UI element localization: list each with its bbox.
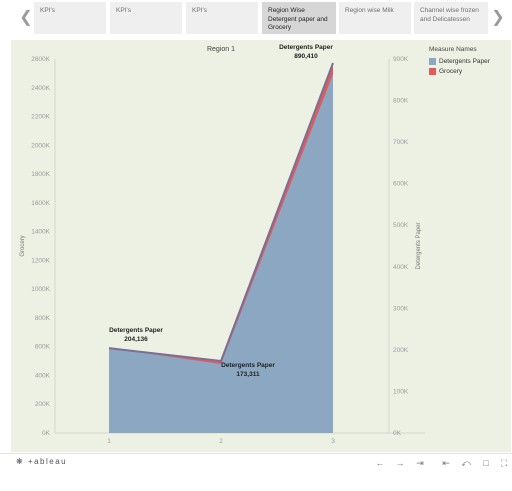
y-left-tick-label: 800K [35, 315, 51, 322]
x-tick-label: 1 [107, 438, 111, 445]
story-tab-label: KPI's [116, 7, 131, 14]
data-label-name: Detergents Paper [279, 44, 333, 51]
undo-icon[interactable]: ← [375, 458, 385, 468]
y-left-tick-label: 2000K [31, 142, 50, 149]
story-tab-label: Channel wise frozen and Delicatessen [420, 7, 479, 23]
story-tab-kpis-3[interactable]: KPI's [186, 2, 258, 34]
data-label-name: Detergents Paper [221, 362, 275, 369]
bottom-toolbar: ❋ +ableau ← → ⇥ ⇤ ⤺ □ ⛶ [0, 453, 512, 471]
legend-title: Measure Names [429, 46, 477, 53]
y-left-tick-label: 600K [35, 344, 51, 351]
data-label-value: 204,136 [124, 336, 148, 343]
y-right-tick-label: 100K [393, 388, 409, 395]
y-right-axis-title: Detergents Paper [416, 222, 422, 269]
story-tab-strip: ❮ KPI's KPI's KPI's Region Wise Detergen… [0, 0, 512, 36]
story-tab-label: KPI's [40, 7, 55, 14]
legend-label: Detergents Paper [439, 57, 490, 65]
comment-icon[interactable]: □ [483, 458, 489, 468]
y-right-tick-label: 600K [393, 181, 409, 188]
series-line-detergents-paper [108, 62, 334, 363]
story-tab-kpis-2[interactable]: KPI's [110, 2, 182, 34]
y-left-tick-label: 400K [35, 372, 51, 379]
tableau-logo[interactable]: ❋ +ableau [16, 457, 67, 466]
y-left-axis-title: Grocery [20, 235, 26, 256]
data-label-value: 173,311 [236, 371, 260, 378]
story-tab-region-wise-milk[interactable]: Region wise Milk [339, 2, 411, 34]
y-left-tick-label: 1400K [31, 229, 50, 236]
y-right-tick-label: 700K [393, 139, 409, 146]
story-tab-region-wise-detergent[interactable]: Region Wise Detergent paper and Grocery [262, 2, 336, 34]
story-tab-label: KPI's [192, 7, 207, 14]
series-area-detergents-paper [109, 62, 333, 434]
y-left-tick-label: 1600K [31, 200, 50, 207]
chevron-right-icon[interactable]: ❯ [491, 9, 505, 26]
chart-title: Region 1 [207, 46, 235, 53]
dashboard: Region 1 0K 200K 400K 600K 800K 1000K 1200K 1400… [11, 40, 511, 452]
legend-item-detergents-paper[interactable]: Detergents Paper [429, 56, 509, 66]
x-tick-label: 3 [331, 438, 335, 445]
data-label-value: 890,410 [294, 53, 318, 60]
story-tab-kpis-1[interactable]: KPI's [34, 2, 106, 34]
redo-icon[interactable]: → [395, 458, 405, 468]
y-left-tick-label: 2400K [31, 85, 50, 92]
y-right-tick-label: 300K [393, 305, 409, 312]
legend-swatch [429, 67, 436, 75]
legend-swatch [429, 57, 436, 65]
y-left-tick-label: 1200K [31, 257, 50, 264]
data-label-name: Detergents Paper [109, 327, 163, 334]
y-left-tick-label: 1000K [31, 286, 50, 293]
legend-label: Grocery [439, 67, 463, 75]
legend-item-grocery[interactable]: Grocery [429, 66, 509, 76]
y-right-tick-label: 0K [393, 430, 402, 437]
y-left-tick-label: 1800K [31, 171, 50, 178]
story-tab-channel-wise-frozen[interactable]: Channel wise frozen and Delicatessen [414, 2, 488, 34]
share-icon[interactable]: ⤺ [461, 458, 471, 468]
tableau-logo-text: +ableau [27, 457, 68, 466]
legend: Measure Names Detergents Paper Grocery [429, 46, 509, 76]
y-right-tick-label: 900K [393, 56, 409, 63]
y-right-tick-label: 800K [393, 98, 409, 105]
tableau-logo-mark: ❋ [16, 457, 28, 466]
y-left-tick-label: 200K [35, 401, 51, 408]
y-right-tick-label: 400K [393, 264, 409, 271]
y-left-tick-label: 0K [42, 430, 51, 437]
chevron-left-icon[interactable]: ❮ [19, 9, 33, 26]
fullscreen-icon[interactable]: ⛶ [500, 458, 508, 468]
story-tab-label: Region Wise Detergent paper and Grocery [268, 7, 328, 31]
area-chart: Region 10K200K400K600K800K1000K1200K1400… [20, 44, 425, 445]
y-left-tick-label: 2600K [31, 56, 50, 63]
y-right-tick-label: 200K [393, 347, 409, 354]
story-tab-label: Region wise Milk [345, 7, 394, 14]
revert-all-icon[interactable]: ⇤ [442, 458, 450, 468]
y-right-tick-label: 500K [393, 222, 409, 229]
revert-icon[interactable]: ⇥ [416, 458, 424, 468]
y-left-tick-label: 2200K [31, 114, 50, 121]
x-tick-label: 2 [219, 438, 223, 445]
